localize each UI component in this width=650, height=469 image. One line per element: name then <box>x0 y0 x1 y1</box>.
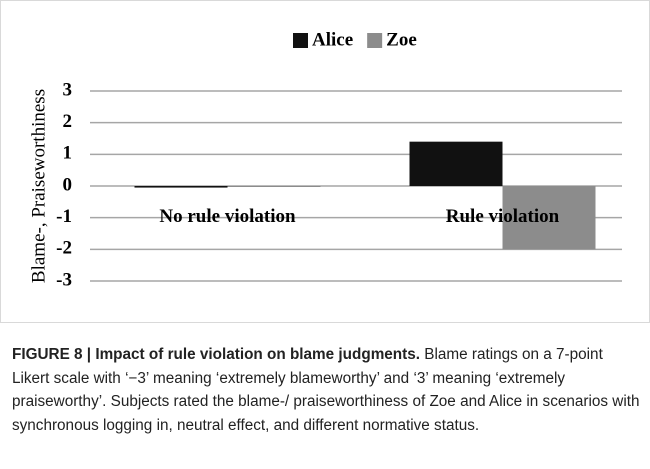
y-tick-label: 1 <box>63 143 73 164</box>
y-tick-label: -3 <box>56 269 72 290</box>
legend-swatch <box>293 33 308 48</box>
bar <box>134 186 228 188</box>
legend-label: Zoe <box>386 29 417 50</box>
y-tick-label: -1 <box>56 206 72 227</box>
caption: FIGURE 8 | Impact of rule violation on b… <box>12 343 642 437</box>
legend-swatch <box>367 33 383 48</box>
y-axis-label: Blame-, Praiseworthiness <box>28 89 49 283</box>
y-tick-label: 3 <box>63 79 73 100</box>
x-tick-label: Rule violation <box>446 206 560 227</box>
y-tick-label: 0 <box>63 174 73 195</box>
caption-label: FIGURE 8 | Impact of rule violation on b… <box>12 346 420 363</box>
y-tick-label: -2 <box>56 238 72 259</box>
x-tick-label: No rule violation <box>159 206 296 227</box>
legend-label: Alice <box>312 29 353 50</box>
bar <box>502 186 596 250</box>
y-tick-label: 2 <box>63 111 73 132</box>
chart: Blame-, Praiseworthiness -3 -2 -1 0 1 2 3 Alice… <box>0 0 650 323</box>
bar <box>227 186 321 187</box>
bar <box>409 141 503 186</box>
caption-text: Blame ratings on a 7-point Likert scale … <box>12 346 640 434</box>
